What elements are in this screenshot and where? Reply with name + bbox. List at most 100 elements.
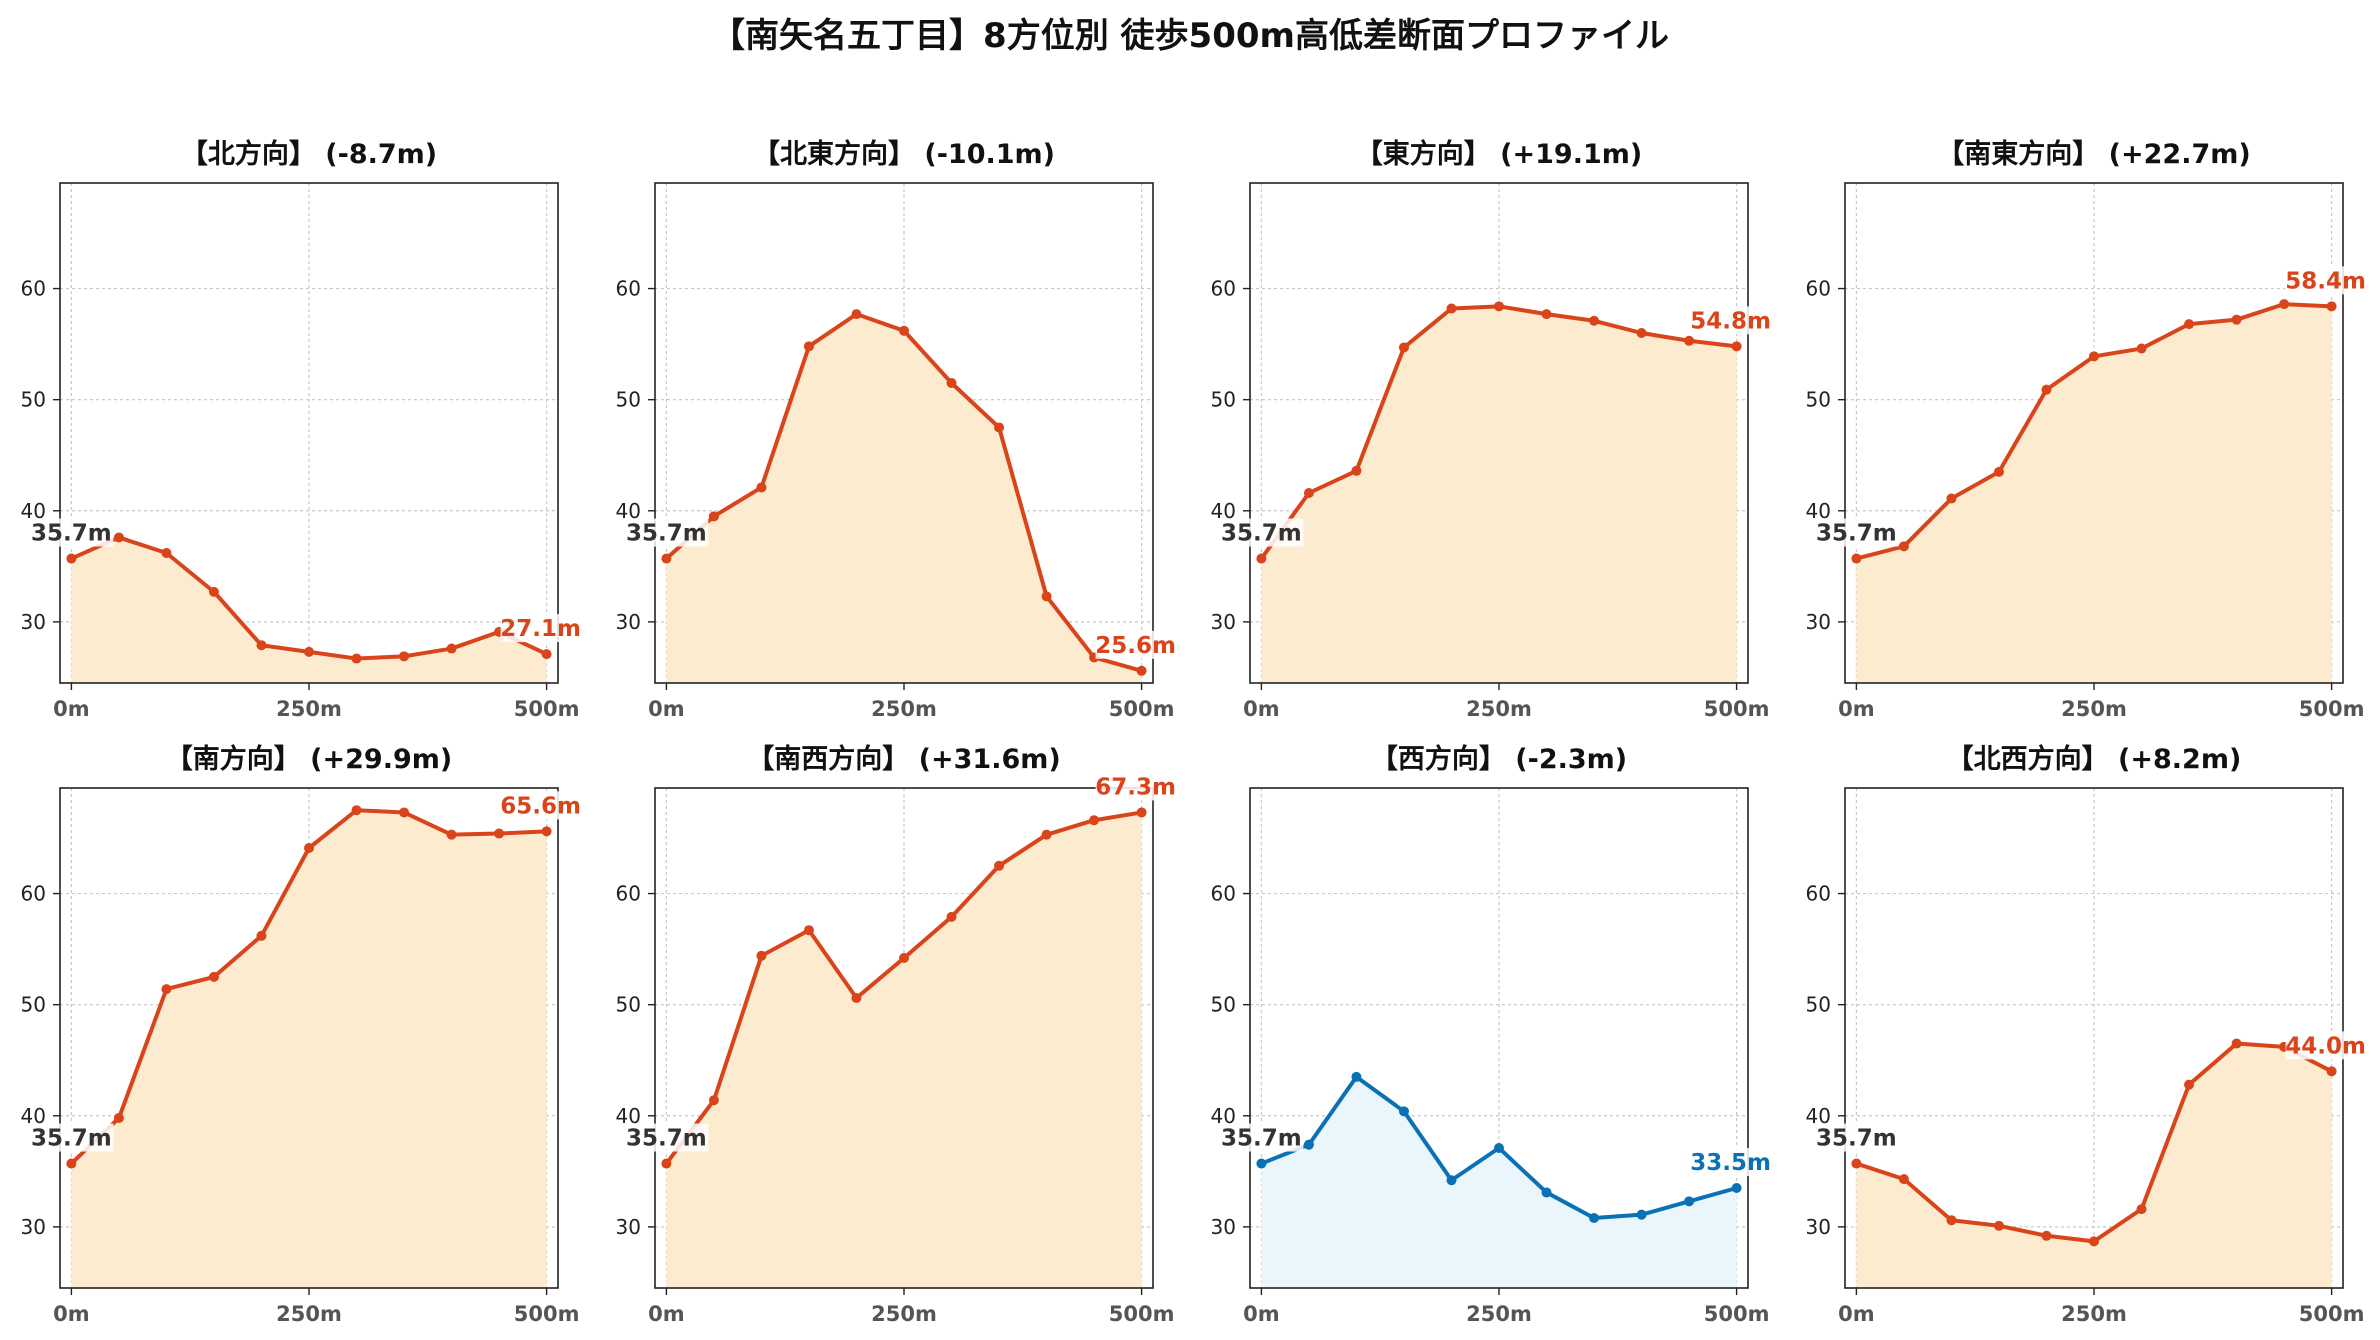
end-elevation-label: 44.0m	[2285, 1033, 2366, 1059]
y-tick-label: 30	[1806, 1215, 1831, 1239]
y-tick-label: 30	[1211, 610, 1236, 634]
y-tick-label: 50	[1806, 388, 1831, 412]
y-tick-label: 50	[1211, 993, 1236, 1017]
data-point	[1636, 1209, 1647, 1220]
x-tick-label: 500m	[1704, 697, 1770, 721]
data-point	[1351, 1071, 1362, 1082]
data-point	[803, 925, 814, 936]
y-tick-label: 50	[1806, 993, 1831, 1017]
start-elevation-label: 35.7m	[31, 521, 112, 547]
data-point	[1946, 493, 1957, 504]
data-point	[1398, 342, 1409, 353]
data-point	[708, 511, 719, 522]
data-point	[994, 422, 1005, 433]
x-tick-label: 500m	[1109, 1302, 1175, 1326]
data-point	[2136, 1204, 2147, 1215]
end-label-bg	[500, 791, 583, 820]
data-point	[2089, 351, 2099, 362]
data-point	[351, 805, 362, 816]
y-tick-label: 60	[616, 277, 641, 301]
data-point	[1946, 1215, 1957, 1226]
data-point	[2184, 319, 2195, 330]
data-point	[2041, 1230, 2052, 1241]
start-label-bg	[626, 518, 709, 547]
data-point	[446, 643, 457, 654]
data-point	[899, 953, 909, 963]
data-point	[113, 1113, 124, 1123]
x-tick-label: 250m	[871, 1302, 937, 1326]
x-tick-label: 250m	[276, 697, 342, 721]
y-tick-label: 60	[616, 882, 641, 906]
data-point	[2041, 384, 2052, 395]
panel-title: 【南西方向】 (+31.6m)	[747, 743, 1060, 775]
data-point	[1993, 466, 2004, 477]
data-point	[256, 640, 267, 651]
x-tick-label: 0m	[1243, 697, 1280, 721]
data-point	[1684, 1196, 1695, 1207]
data-point	[66, 553, 77, 564]
x-tick-label: 0m	[1838, 697, 1875, 721]
y-tick-label: 30	[21, 1215, 46, 1239]
end-elevation-label: 67.3m	[1095, 774, 1176, 800]
y-tick-label: 60	[1806, 277, 1831, 301]
y-tick-label: 50	[1211, 388, 1236, 412]
data-point	[304, 843, 314, 853]
area-fill	[1856, 304, 2332, 683]
data-point	[756, 482, 767, 493]
start-elevation-label: 35.7m	[31, 1126, 112, 1152]
figure-title: 【南矢名五丁目】8方位別 徒歩500m高低差断面プロファイル	[711, 16, 1669, 56]
end-elevation-label: 54.8m	[1690, 308, 1771, 334]
data-point	[708, 1095, 719, 1106]
data-point	[1446, 303, 1457, 314]
data-point	[2326, 301, 2337, 312]
x-tick-label: 250m	[1466, 697, 1532, 721]
data-point	[994, 860, 1005, 871]
x-tick-label: 500m	[514, 697, 580, 721]
y-tick-label: 50	[616, 388, 641, 412]
x-tick-label: 250m	[1466, 1302, 1532, 1326]
data-point	[1256, 1158, 1267, 1169]
data-point	[2326, 1066, 2337, 1077]
data-point	[1494, 1143, 1504, 1153]
data-point	[1851, 1158, 1862, 1169]
data-point	[803, 341, 814, 352]
y-tick-label: 60	[21, 277, 46, 301]
data-point	[1351, 465, 1362, 476]
end-label-bg	[1095, 630, 1178, 659]
y-tick-label: 60	[1806, 882, 1831, 906]
y-tick-label: 30	[616, 1215, 641, 1239]
panel-title: 【北方向】 (-8.7m)	[181, 138, 437, 170]
start-label-bg	[1221, 518, 1304, 547]
data-point	[946, 378, 957, 388]
area-fill	[1261, 1076, 1737, 1288]
data-point	[208, 586, 219, 597]
data-point	[2184, 1079, 2195, 1090]
area-fill	[71, 810, 547, 1288]
start-label-bg	[1816, 1123, 1899, 1152]
data-point	[1541, 1187, 1552, 1198]
end-elevation-label: 25.6m	[1095, 633, 1176, 659]
data-point	[256, 930, 267, 941]
end-elevation-label: 33.5m	[1690, 1150, 1771, 1176]
data-point	[899, 325, 909, 336]
start-elevation-label: 35.7m	[626, 1126, 707, 1152]
data-point	[399, 807, 410, 818]
x-tick-label: 250m	[871, 697, 937, 721]
data-point	[946, 911, 957, 922]
panel-title: 【北東方向】 (-10.1m)	[753, 138, 1055, 170]
x-tick-label: 250m	[2061, 697, 2127, 721]
x-tick-label: 0m	[53, 697, 90, 721]
x-tick-label: 250m	[276, 1302, 342, 1326]
data-point	[1851, 553, 1862, 564]
data-point	[1731, 341, 1742, 352]
end-label-bg	[1095, 772, 1178, 801]
data-point	[1303, 1139, 1314, 1150]
end-label-bg	[1690, 306, 1773, 335]
end-label-bg	[2285, 1031, 2368, 1060]
data-point	[446, 829, 457, 840]
